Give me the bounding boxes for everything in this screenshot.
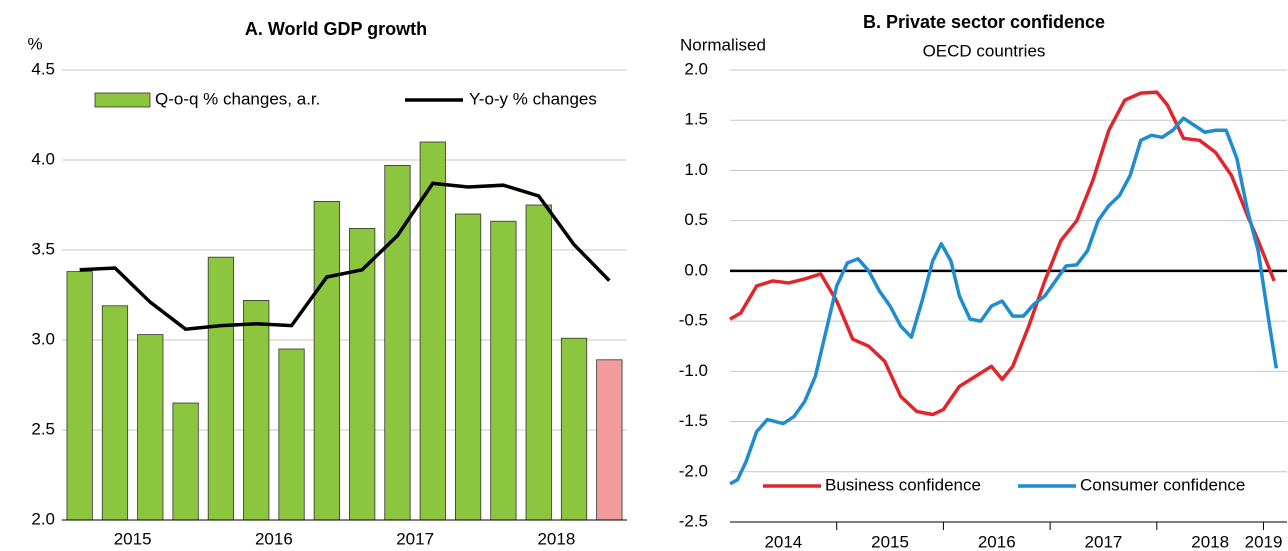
bar <box>172 402 199 521</box>
bar <box>207 256 235 521</box>
y-axis-label: % <box>27 34 42 53</box>
legend-label: Q-o-q % changes, a.r. <box>155 89 320 108</box>
x-tick-label: 2018 <box>1191 532 1229 551</box>
x-tick-label: 2016 <box>978 532 1016 551</box>
x-tick-label: 2017 <box>396 529 434 548</box>
y-axis-label: Normalised <box>680 35 766 54</box>
bar <box>525 204 552 521</box>
y-tick-label: 0.5 <box>684 210 708 229</box>
y-tick-label: -1.5 <box>679 411 708 430</box>
legend-label: Business confidence <box>825 475 981 494</box>
chart-title: B. Private sector confidence <box>863 12 1105 32</box>
y-tick-label: 2.0 <box>31 509 55 528</box>
y-tick-label: 4.5 <box>31 59 55 78</box>
y-tick-label: 0.0 <box>684 260 708 279</box>
x-tick-label: 2016 <box>255 529 293 548</box>
y-tick-label: 3.5 <box>31 239 55 258</box>
x-tick-label: 2019 <box>1245 532 1283 551</box>
bar <box>243 299 270 521</box>
y-tick-label: 2.0 <box>684 59 708 78</box>
line <box>729 90 1276 417</box>
bar <box>137 334 164 521</box>
bar <box>490 220 517 521</box>
bar <box>384 164 411 521</box>
y-tick-label: 1.5 <box>684 110 708 129</box>
line <box>729 116 1279 486</box>
chart-subtitle: OECD countries <box>923 41 1046 60</box>
x-tick-label: 2015 <box>114 529 152 548</box>
bar <box>66 271 93 521</box>
line <box>79 181 611 332</box>
y-tick-label: 1.0 <box>684 160 708 179</box>
bar <box>313 200 340 521</box>
bar <box>101 305 129 521</box>
legend-label: Y-o-y % changes <box>469 89 597 108</box>
chart-title: A. World GDP growth <box>245 19 427 39</box>
x-tick-label: 2018 <box>537 529 575 548</box>
y-tick-label: -0.5 <box>679 311 708 330</box>
y-tick-label: 4.0 <box>31 149 55 168</box>
bar <box>596 359 623 521</box>
y-tick-label: 3.0 <box>31 329 55 348</box>
legend-label: Consumer confidence <box>1080 475 1245 494</box>
y-tick-label: -2.5 <box>679 511 708 530</box>
y-tick-label: -1.0 <box>679 361 708 380</box>
legend-swatch <box>94 92 151 108</box>
bar <box>560 337 588 521</box>
bar <box>454 213 482 521</box>
x-tick-label: 2014 <box>764 532 802 551</box>
x-tick-label: 2015 <box>871 532 909 551</box>
y-tick-label: 2.5 <box>31 419 55 438</box>
bar <box>278 348 305 521</box>
y-tick-label: -2.0 <box>679 461 708 480</box>
x-tick-label: 2017 <box>1085 532 1123 551</box>
bar <box>419 141 446 521</box>
